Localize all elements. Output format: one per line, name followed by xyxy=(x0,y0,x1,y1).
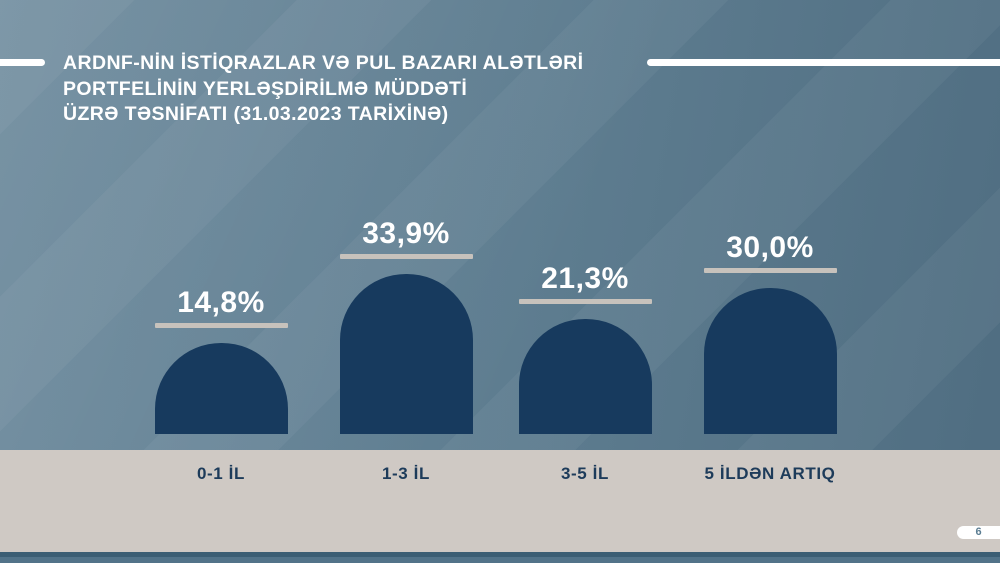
bar-value-label: 33,9% xyxy=(362,217,450,250)
title-dash-left xyxy=(0,59,45,66)
slide-title-line-3: ÜZRƏ TƏSNİFATI (31.03.2023 TARİXİNƏ) xyxy=(63,103,449,125)
footer-bar-top xyxy=(0,552,1000,557)
category-label: 1-3 İL xyxy=(381,464,430,483)
title-rule-right xyxy=(647,59,1000,66)
category-label: 5 İLDƏN ARTIQ xyxy=(704,464,836,483)
bar-value-label: 21,3% xyxy=(541,262,629,295)
bar-1-3 İL xyxy=(339,274,473,434)
category-label: 0-1 İL xyxy=(196,464,245,483)
page-number: 6 xyxy=(975,526,982,538)
bar-5 İLDƏN ARTIQ xyxy=(703,288,837,434)
bar-0-1 İL xyxy=(154,343,288,434)
footer-bar-bottom xyxy=(0,557,1000,563)
category-label: 3-5 İL xyxy=(560,464,609,483)
page-number-pill: 6 xyxy=(957,526,1000,539)
slide-title-line-1: ARDNF-NİN İSTİQRAZLAR VƏ PUL BAZARI ALƏT… xyxy=(63,52,584,74)
category-band xyxy=(0,450,1000,552)
bar-3-5 İL xyxy=(518,319,652,434)
bar-value-label: 30,0% xyxy=(726,231,814,264)
bar-value-underline xyxy=(703,268,837,273)
slide-title: ARDNF-NİN İSTİQRAZLAR VƏ PUL BAZARI ALƏT… xyxy=(63,51,663,128)
bar-value-underline xyxy=(518,299,652,304)
slide-title-line-2: PORTFELİNİN YERLƏŞDİRİLMƏ MÜDDƏTİ xyxy=(63,77,468,100)
bar-value-label: 14,8% xyxy=(177,286,265,319)
bar-value-underline xyxy=(339,254,473,259)
bar-value-underline xyxy=(154,323,288,328)
